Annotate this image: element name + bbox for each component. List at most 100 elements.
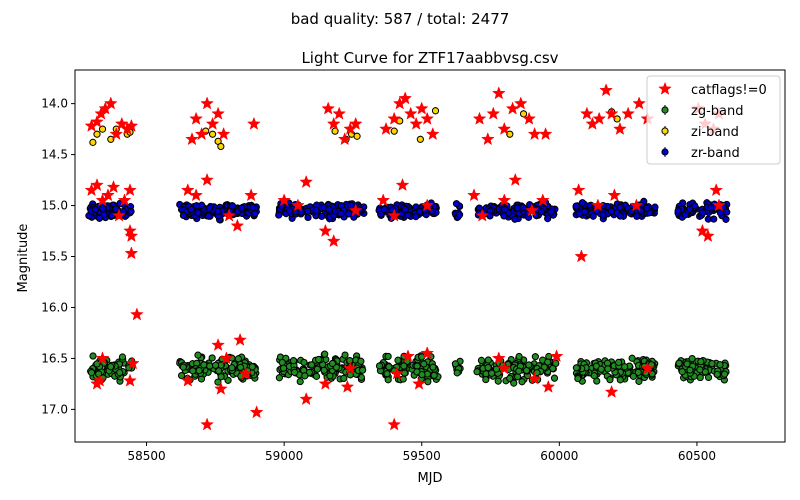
zg-point bbox=[515, 352, 523, 361]
zr-point bbox=[581, 208, 589, 216]
zg-point bbox=[634, 368, 642, 376]
zg-point bbox=[300, 358, 308, 367]
zg-point bbox=[189, 367, 197, 375]
zg-point bbox=[482, 375, 490, 384]
zg-point bbox=[473, 368, 481, 376]
catflags-point bbox=[214, 381, 228, 395]
x-tick-label: 60000 bbox=[540, 449, 578, 463]
legend-star-marker bbox=[658, 81, 672, 95]
catflags-point bbox=[180, 373, 195, 387]
catflags-point bbox=[475, 208, 490, 222]
catflags-point bbox=[527, 126, 542, 141]
zg-point bbox=[522, 366, 531, 375]
catflags-point bbox=[505, 101, 520, 115]
catflags-point bbox=[124, 246, 139, 260]
zr-point bbox=[710, 215, 718, 223]
legend: catflags!=0 zg-band zi-band zr-band bbox=[646, 75, 781, 165]
catflags-point bbox=[244, 188, 258, 202]
zg-point bbox=[357, 357, 365, 365]
x-tick-label: 59000 bbox=[265, 449, 303, 463]
zr-point bbox=[699, 209, 707, 217]
catflags-point bbox=[387, 417, 402, 431]
catflags-point bbox=[92, 373, 107, 387]
zi-series bbox=[89, 107, 621, 151]
catflags-point bbox=[574, 249, 589, 263]
x-axis-label: MJD bbox=[417, 471, 442, 486]
y-axis-label: Magnitude bbox=[16, 224, 31, 293]
catflags-point bbox=[712, 198, 726, 212]
catflags-point bbox=[420, 111, 435, 125]
zg-point bbox=[697, 357, 705, 366]
catflags-point bbox=[106, 179, 121, 194]
catflags-point bbox=[247, 116, 261, 130]
zg-point bbox=[279, 364, 288, 372]
catflags-point bbox=[549, 349, 564, 363]
catflags-point bbox=[216, 126, 231, 141]
catflags-point bbox=[332, 106, 347, 120]
zg-point bbox=[208, 354, 216, 362]
figure-suptitle: bad quality: 587 / total: 2477 bbox=[291, 10, 510, 28]
zi-point bbox=[93, 130, 101, 138]
zr-point bbox=[537, 208, 546, 216]
y-tick-label: 14.0 bbox=[41, 97, 68, 111]
zr-point bbox=[455, 211, 464, 219]
catflags-point bbox=[480, 132, 495, 146]
x-tick-label: 58500 bbox=[127, 449, 165, 463]
catflags-point bbox=[640, 361, 655, 375]
zg-point bbox=[688, 355, 696, 363]
zg-point bbox=[429, 363, 437, 371]
catflags-point bbox=[524, 203, 539, 217]
catflags-point bbox=[541, 379, 556, 393]
catflags-point bbox=[621, 106, 635, 120]
catflags-point bbox=[376, 193, 391, 207]
zr-point bbox=[404, 211, 412, 219]
catflags-point bbox=[90, 177, 104, 191]
zg-point bbox=[215, 367, 223, 375]
zg-point bbox=[314, 355, 323, 364]
zr-point bbox=[325, 205, 333, 213]
zg-point bbox=[430, 371, 438, 379]
zg-point bbox=[550, 374, 559, 382]
catflags-point bbox=[90, 114, 104, 128]
zi-point bbox=[208, 130, 217, 138]
zg-point bbox=[89, 352, 97, 360]
zg-point bbox=[375, 362, 384, 370]
zg-point bbox=[118, 353, 127, 361]
catflags-point bbox=[425, 127, 440, 141]
legend-label: zi-band bbox=[691, 125, 739, 140]
catflags-point bbox=[299, 174, 313, 188]
zg-point bbox=[87, 369, 96, 377]
zr-point bbox=[99, 204, 107, 213]
zg-point bbox=[179, 363, 187, 371]
zi-point bbox=[107, 135, 115, 143]
zi-point bbox=[506, 130, 514, 138]
zg-point bbox=[211, 361, 220, 369]
zr-point bbox=[674, 207, 682, 215]
zg-point bbox=[399, 375, 407, 383]
zg-series bbox=[87, 350, 730, 387]
zr-series bbox=[85, 197, 731, 224]
catflags-point bbox=[222, 208, 236, 222]
zg-point bbox=[721, 370, 729, 378]
catflags-point bbox=[200, 172, 214, 186]
zg-point bbox=[383, 370, 391, 378]
catflags-point bbox=[340, 379, 355, 393]
zr-point bbox=[318, 212, 326, 220]
catflags-point bbox=[467, 188, 481, 202]
catflags-point bbox=[486, 106, 501, 120]
zg-point bbox=[307, 361, 316, 369]
chart-title: Light Curve for ZTF17aabbvsg.csv bbox=[301, 49, 558, 67]
zr-point bbox=[238, 204, 246, 212]
catflags-point bbox=[200, 417, 214, 431]
zg-point bbox=[384, 352, 392, 361]
catflags-point bbox=[420, 346, 435, 360]
zr-point bbox=[204, 212, 213, 220]
zg-point bbox=[217, 373, 225, 381]
zg-point bbox=[107, 363, 115, 371]
catflags-point bbox=[205, 116, 220, 130]
catflags-point bbox=[114, 116, 129, 130]
zr-point bbox=[416, 207, 424, 215]
catflags-point bbox=[101, 188, 115, 202]
zg-point bbox=[597, 365, 605, 373]
catflags-point bbox=[401, 349, 415, 363]
